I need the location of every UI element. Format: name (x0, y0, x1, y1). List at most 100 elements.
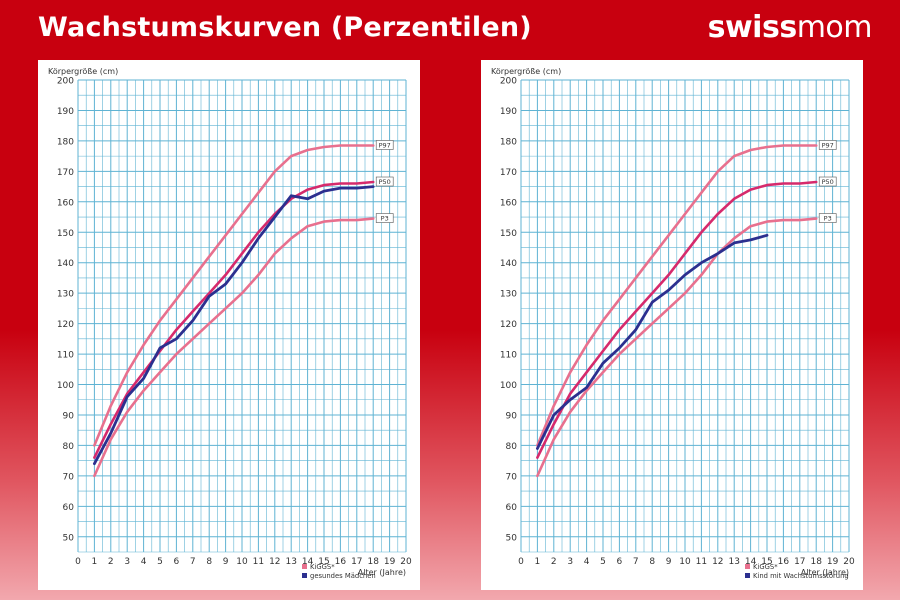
chart-panel-growth-disorder: 50 60 70 80 90 100 110 120 130 140 150 160 170 180 190… (481, 60, 863, 590)
legend-swatch (302, 573, 307, 578)
logo-text-b: mom (796, 10, 873, 45)
x-tick-label: 20 (843, 557, 855, 567)
x-tick-label: 5 (157, 557, 163, 567)
y-tick-label: 190 (57, 107, 74, 117)
y-tick-label: 150 (57, 229, 74, 239)
y-tick-label: 100 (500, 381, 517, 391)
percentile-label: P97 (822, 141, 834, 149)
x-tick-label: 5 (600, 557, 606, 567)
y-tick-label: 160 (500, 198, 517, 208)
x-tick-label: 2 (108, 557, 114, 567)
y-tick-label: 50 (506, 533, 518, 543)
y-tick-label: 160 (57, 198, 74, 208)
x-tick-label: 2 (551, 557, 557, 567)
x-tick-label: 8 (206, 557, 212, 567)
y-tick-label: 120 (57, 320, 74, 330)
x-tick-label: 19 (827, 557, 839, 567)
series-line (536, 180, 818, 459)
x-tick-label: 12 (269, 557, 280, 567)
y-axis-label: Körpergröße (cm) (48, 67, 118, 76)
series-line (536, 144, 818, 447)
x-tick-label: 16 (778, 557, 790, 567)
series-line (536, 233, 769, 450)
growth-chart-healthy-girl: 5060708090100110120130140150160170180190… (48, 67, 412, 580)
percentile-label-box (818, 140, 837, 150)
logo-text-a: swiss (707, 10, 798, 45)
y-tick-label: 130 (500, 290, 517, 300)
y-tick-label: 180 (57, 137, 74, 147)
x-tick-label: 7 (190, 557, 196, 567)
y-tick-label: 200 (57, 77, 74, 87)
y-tick-label: 200 (500, 77, 517, 87)
y-tick-label: 50 (63, 533, 75, 543)
y-tick-label: 170 (500, 168, 517, 178)
x-tick-label: 11 (253, 557, 264, 567)
legend-swatch (302, 564, 307, 569)
x-tick-label: 10 (679, 557, 691, 567)
series-line (93, 217, 375, 478)
series-line (93, 180, 375, 459)
percentile-label-box (818, 176, 837, 187)
x-tick-label: 0 (75, 557, 81, 567)
x-tick-label: 1 (535, 557, 541, 567)
legend-swatch (745, 564, 750, 569)
x-tick-label: 10 (236, 557, 248, 567)
x-tick-label: 19 (384, 557, 396, 567)
x-tick-label: 17 (351, 557, 362, 567)
x-tick-label: 8 (649, 557, 655, 567)
y-tick-label: 120 (500, 320, 517, 330)
y-tick-label: 60 (506, 503, 518, 513)
y-axis-label: Körpergröße (cm) (491, 67, 561, 76)
x-tick-label: 4 (584, 557, 590, 567)
x-tick-label: 7 (633, 557, 639, 567)
x-tick-label: 14 (302, 557, 314, 567)
x-tick-label: 13 (728, 557, 739, 567)
x-tick-label: 9 (666, 557, 672, 567)
swissmom-logo: swissmom (707, 10, 873, 45)
y-tick-label: 100 (57, 381, 74, 391)
percentile-label-box (375, 140, 394, 150)
x-tick-label: 17 (794, 557, 805, 567)
y-tick-label: 170 (57, 168, 74, 178)
percentile-label: P97 (379, 141, 391, 149)
y-tick-label: 190 (500, 107, 517, 117)
x-tick-label: 4 (141, 557, 147, 567)
x-axis-label: Alter (Jahre) (358, 568, 406, 577)
x-axis-label: Alter (Jahre) (801, 568, 849, 577)
y-tick-label: 140 (500, 259, 517, 269)
percentile-label: P3 (824, 215, 832, 223)
x-tick-label: 13 (285, 557, 296, 567)
x-tick-label: 14 (745, 557, 757, 567)
percentile-label-box (818, 213, 837, 223)
legend-label: KiGGS* (310, 563, 335, 571)
x-tick-label: 11 (696, 557, 707, 567)
x-tick-label: 15 (318, 557, 329, 567)
series-line (93, 185, 375, 466)
series-line (536, 217, 818, 478)
legend-swatch (745, 573, 750, 578)
percentile-label-box (375, 213, 394, 223)
y-tick-label: 80 (506, 442, 518, 452)
x-tick-label: 6 (617, 557, 623, 567)
x-tick-label: 15 (761, 557, 772, 567)
legend-label: Kind mit Wachstumsstörung (753, 572, 849, 580)
y-tick-label: 60 (63, 503, 75, 513)
legend-label: KiGGS* (753, 563, 778, 571)
x-tick-label: 6 (174, 557, 180, 567)
y-tick-label: 110 (500, 351, 517, 361)
y-tick-label: 70 (63, 472, 75, 482)
y-tick-label: 90 (63, 411, 75, 421)
y-tick-label: 80 (63, 442, 75, 452)
y-tick-label: 90 (506, 411, 518, 421)
x-tick-label: 3 (567, 557, 573, 567)
legend-label: gesundes Mädchen (310, 572, 376, 580)
x-tick-label: 3 (124, 557, 130, 567)
percentile-label: P3 (381, 215, 389, 223)
y-tick-label: 140 (57, 259, 74, 269)
y-tick-label: 130 (57, 290, 74, 300)
x-tick-label: 9 (223, 557, 229, 567)
x-tick-label: 18 (367, 557, 379, 567)
series-line (93, 144, 375, 447)
percentile-label: P50 (379, 178, 391, 186)
y-tick-label: 110 (57, 351, 74, 361)
